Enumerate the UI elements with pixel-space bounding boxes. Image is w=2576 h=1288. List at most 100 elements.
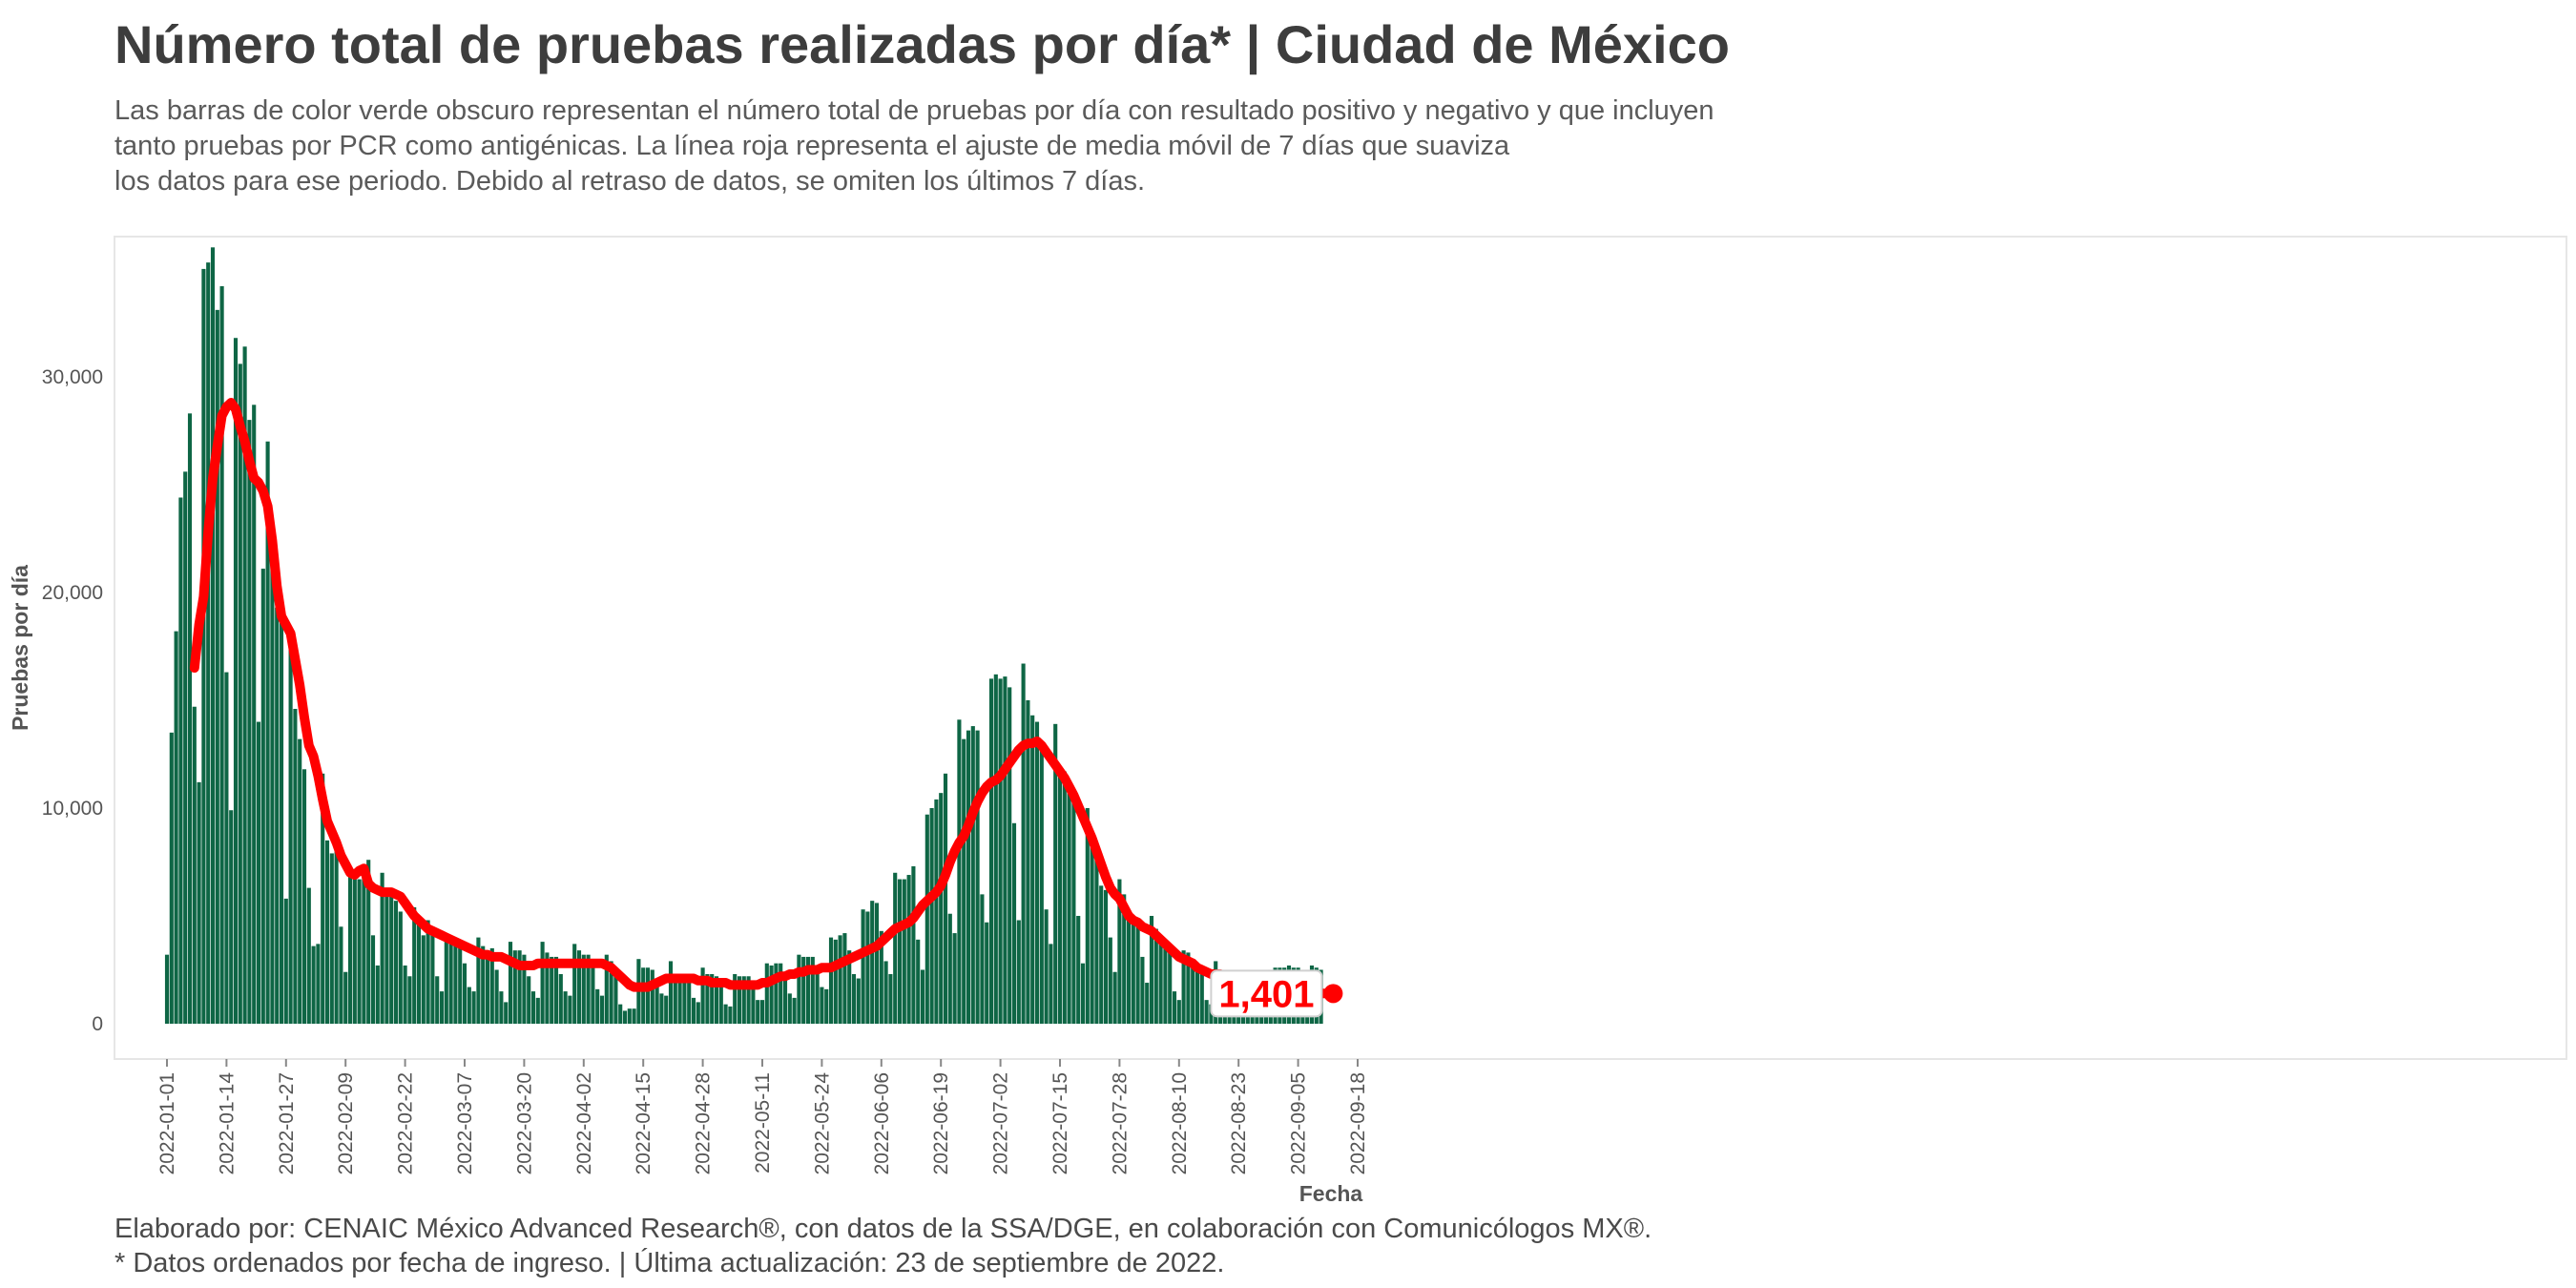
bar-172	[952, 933, 957, 1024]
bar-129	[756, 1000, 760, 1024]
bar-9	[206, 262, 211, 1024]
bar-144	[824, 988, 829, 1024]
bar-223	[1186, 952, 1191, 1024]
moving-average-end-point	[1323, 984, 1343, 1004]
x-tick-label-8: 2022-04-15	[633, 1072, 654, 1174]
bar-180	[988, 678, 994, 1024]
bar-136	[787, 993, 792, 1024]
x-tick-label-3: 2022-02-09	[335, 1072, 357, 1174]
bar-177	[975, 730, 980, 1024]
bar-171	[947, 913, 952, 1024]
bar-145	[828, 937, 834, 1024]
bar-198	[1071, 801, 1076, 1024]
bar-134	[779, 963, 783, 1024]
bar-215	[1149, 915, 1154, 1024]
bar-19	[252, 405, 257, 1024]
x-tick-label-13: 2022-06-19	[930, 1072, 952, 1174]
plot-panel	[114, 236, 2567, 1060]
bar-98	[613, 971, 618, 1024]
bar-106	[650, 969, 654, 1024]
bar-69	[481, 945, 486, 1024]
bar-146	[833, 939, 838, 1024]
bar-113	[682, 976, 687, 1024]
bar-149	[847, 950, 852, 1024]
end-value-label: 1,401	[1218, 973, 1314, 1015]
bar-196	[1062, 771, 1067, 1024]
bar-72	[494, 969, 499, 1024]
x-tick-label-10: 2022-05-11	[752, 1072, 774, 1174]
bar-34	[321, 773, 325, 1024]
moving-average-line	[189, 398, 1331, 999]
bar-84	[550, 956, 554, 1024]
bar-104	[641, 967, 646, 1024]
bar-97	[609, 961, 613, 1024]
bar-90	[576, 950, 582, 1024]
bar-157	[883, 961, 888, 1024]
bar-31	[306, 887, 311, 1024]
bar-74	[504, 1002, 509, 1024]
bar-224	[1191, 963, 1195, 1024]
x-tick-label-16: 2022-07-28	[1109, 1072, 1131, 1174]
bar-221	[1176, 1000, 1181, 1024]
y-axis-ticks: 0 10,000 20,000 30,000	[42, 366, 103, 1035]
bar-140	[805, 956, 811, 1024]
bar-82	[540, 942, 545, 1024]
bar-51	[398, 911, 403, 1024]
bar-94	[595, 988, 600, 1024]
x-tick-label-4: 2022-02-22	[395, 1072, 417, 1174]
bar-114	[687, 983, 692, 1024]
bar-96	[604, 954, 609, 1024]
bar-44	[366, 860, 371, 1024]
bar-65	[462, 963, 467, 1024]
bar-33	[316, 944, 321, 1024]
bar-8	[201, 268, 206, 1024]
bar-120	[714, 976, 719, 1024]
bar-47	[380, 872, 384, 1024]
bar-142	[815, 971, 820, 1024]
bar-89	[572, 944, 577, 1024]
bar-213	[1140, 956, 1145, 1024]
x-tick-label-15: 2022-07-15	[1049, 1072, 1071, 1174]
bar-133	[774, 963, 779, 1024]
bar-176	[970, 726, 975, 1024]
y-tick-label-2: 20,000	[42, 582, 103, 604]
x-tick-label-2: 2022-01-27	[276, 1072, 298, 1174]
x-tick-label-0: 2022-01-01	[156, 1072, 178, 1174]
bar-45	[370, 935, 376, 1024]
bar-46	[375, 965, 380, 1024]
bar-123	[728, 1006, 733, 1024]
bar-107	[654, 980, 659, 1024]
bar-110	[668, 961, 674, 1024]
bar-192	[1044, 909, 1049, 1024]
bar-14	[229, 810, 234, 1024]
bar-193	[1049, 944, 1053, 1024]
subtitle-line-2: tanto pruebas por PCR como antigénicas. …	[114, 131, 1510, 161]
bar-75	[508, 942, 513, 1024]
bar-76	[512, 950, 517, 1024]
bar-156	[879, 930, 883, 1024]
bar-23	[270, 542, 275, 1024]
bar-137	[792, 997, 797, 1024]
y-axis-label: Pruebas por día	[8, 565, 32, 731]
bar-41	[352, 879, 357, 1024]
bar-191	[1039, 743, 1044, 1024]
bar-138	[797, 954, 801, 1024]
bar-20	[256, 721, 261, 1024]
bar-115	[691, 997, 696, 1024]
bar-202	[1090, 842, 1094, 1024]
bar-38	[339, 926, 343, 1024]
bar-60	[439, 991, 445, 1024]
bar-173	[957, 719, 962, 1024]
bar-39	[343, 971, 348, 1024]
bar-0	[164, 954, 170, 1024]
bar-17	[242, 346, 247, 1024]
bar-50	[393, 901, 399, 1024]
x-tick-label-5: 2022-03-07	[454, 1072, 476, 1174]
bar-54	[412, 906, 417, 1024]
bar-124	[733, 974, 737, 1024]
x-tick-label-1: 2022-01-14	[216, 1072, 238, 1175]
bar-92	[586, 954, 591, 1024]
bar-111	[673, 974, 677, 1024]
bar-128	[751, 988, 756, 1024]
bar-29	[298, 738, 302, 1024]
